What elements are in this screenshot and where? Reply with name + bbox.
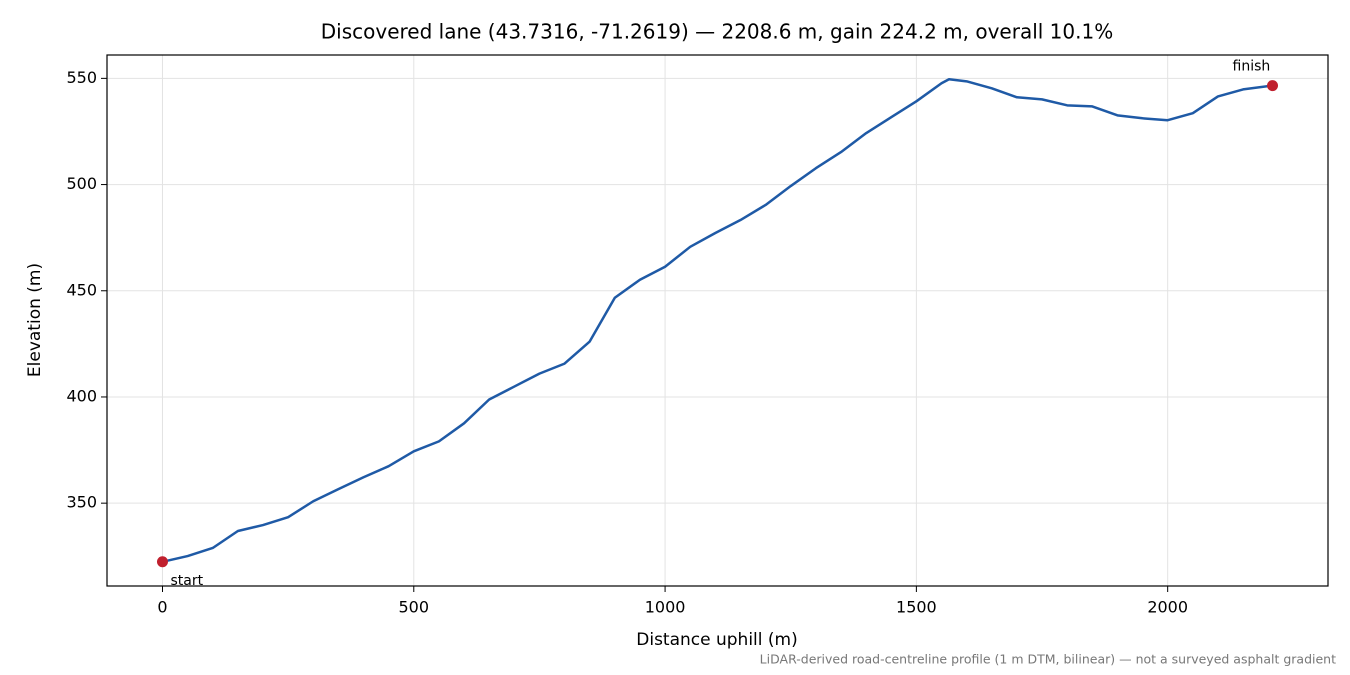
y-axis-label: Elevation (m) — [25, 263, 45, 377]
x-tick-label: 1000 — [645, 598, 686, 617]
y-tick-label: 550 — [66, 68, 97, 87]
x-tick-label: 1500 — [896, 598, 937, 617]
chart-title: Discovered lane (43.7316, -71.2619) — 22… — [321, 20, 1113, 44]
x-tick-label: 0 — [157, 598, 167, 617]
y-tick-label: 350 — [66, 493, 97, 512]
y-tick-label: 400 — [66, 386, 97, 405]
annotation-label: finish — [1233, 59, 1271, 75]
x-tick-label: 500 — [399, 598, 430, 617]
x-tick-label: 2000 — [1147, 598, 1188, 617]
footnote: LiDAR-derived road-centreline profile (1… — [760, 652, 1336, 667]
annotation-label: start — [170, 573, 203, 589]
endpoint-marker — [1267, 80, 1279, 92]
elevation-line — [162, 77, 1273, 564]
plot-frame — [106, 54, 1329, 587]
y-tick-label: 500 — [66, 174, 97, 193]
y-tick-label: 450 — [66, 280, 97, 299]
endpoint-marker — [156, 556, 168, 568]
x-axis-label: Distance uphill (m) — [636, 630, 797, 650]
